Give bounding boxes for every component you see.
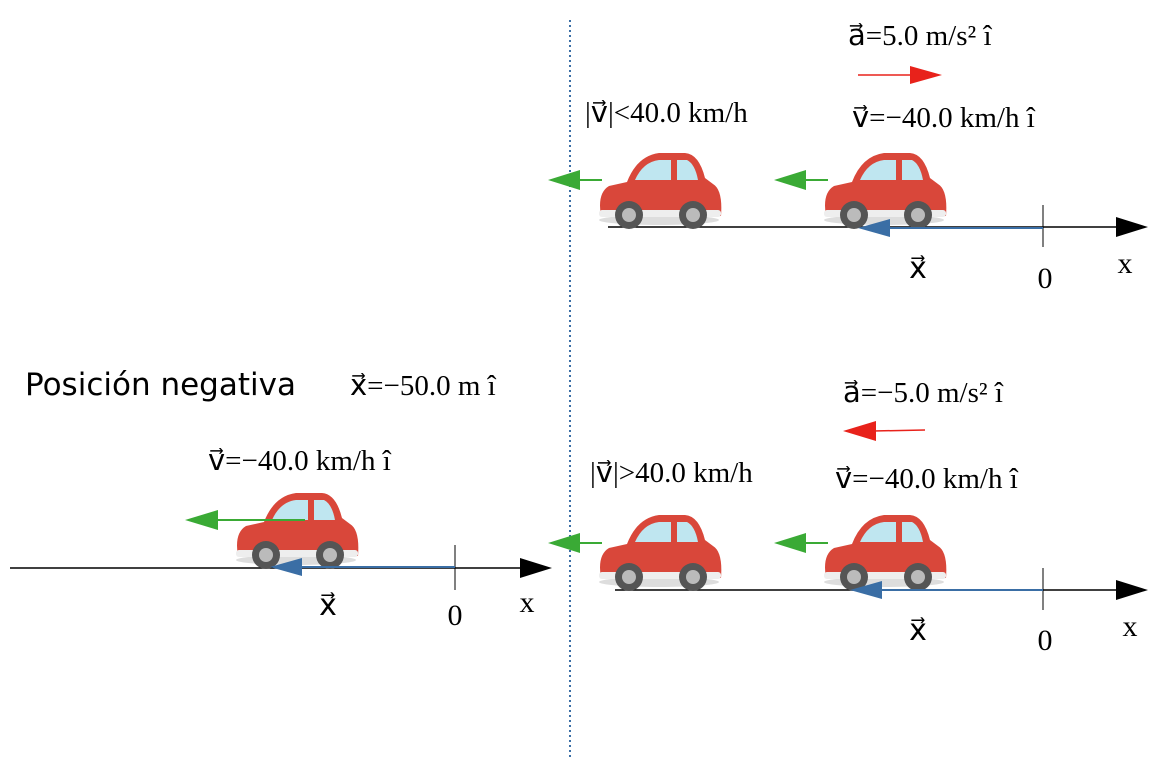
axis-head bbox=[1116, 580, 1148, 600]
car bbox=[236, 493, 358, 569]
axis-name: x bbox=[1123, 610, 1138, 643]
axis-head bbox=[1116, 217, 1148, 237]
origin-label: 0 bbox=[1038, 624, 1053, 657]
speed-eq: |v⃗|>40.0 km/h bbox=[590, 457, 753, 489]
acceleration-eq: a⃗=−5.0 m/s² î bbox=[843, 377, 1004, 409]
axis-name: x bbox=[1118, 247, 1133, 280]
velocity-eq: v⃗=−40.0 km/h î bbox=[835, 463, 1019, 495]
acceleration-eq: a⃗=5.0 m/s² î bbox=[848, 20, 992, 52]
car bbox=[824, 153, 946, 229]
diagram: Posición negativa x⃗=−50.0 m î v⃗=−40.0 … bbox=[0, 0, 1149, 760]
velocity-eq: v⃗=−40.0 km/h î bbox=[852, 102, 1036, 134]
acceleration-head bbox=[910, 66, 942, 84]
velocity-head bbox=[774, 533, 806, 553]
velocity-head bbox=[774, 170, 806, 190]
car bbox=[599, 515, 721, 591]
axis-head bbox=[520, 558, 552, 578]
origin-label: 0 bbox=[1038, 262, 1053, 295]
car bbox=[824, 515, 946, 591]
car bbox=[599, 153, 721, 229]
velocity-head bbox=[548, 170, 580, 190]
velocity-eq: v⃗=−40.0 km/h î bbox=[208, 445, 392, 477]
position-label: x⃗ bbox=[909, 252, 927, 285]
top-right-panel: a⃗=5.0 m/s² î |v⃗|<40.0 km/h v⃗=−40.0 km… bbox=[548, 20, 1148, 295]
velocity-head bbox=[548, 533, 580, 553]
axis-name: x bbox=[520, 586, 535, 619]
bottom-right-panel: a⃗=−5.0 m/s² î |v⃗|>40.0 km/h v⃗=−40.0 k… bbox=[548, 377, 1148, 657]
speed-eq: |v⃗|<40.0 km/h bbox=[585, 97, 748, 129]
left-panel: Posición negativa x⃗=−50.0 m î v⃗=−40.0 … bbox=[10, 367, 552, 632]
position-label: x⃗ bbox=[909, 614, 927, 647]
title: Posición negativa bbox=[25, 367, 296, 403]
acceleration-arrow bbox=[873, 430, 925, 431]
acceleration-head bbox=[843, 421, 876, 441]
origin-label: 0 bbox=[448, 599, 463, 632]
position-label: x⃗ bbox=[319, 589, 337, 622]
position-eq: x⃗=−50.0 m î bbox=[350, 370, 497, 402]
velocity-head bbox=[185, 510, 218, 530]
